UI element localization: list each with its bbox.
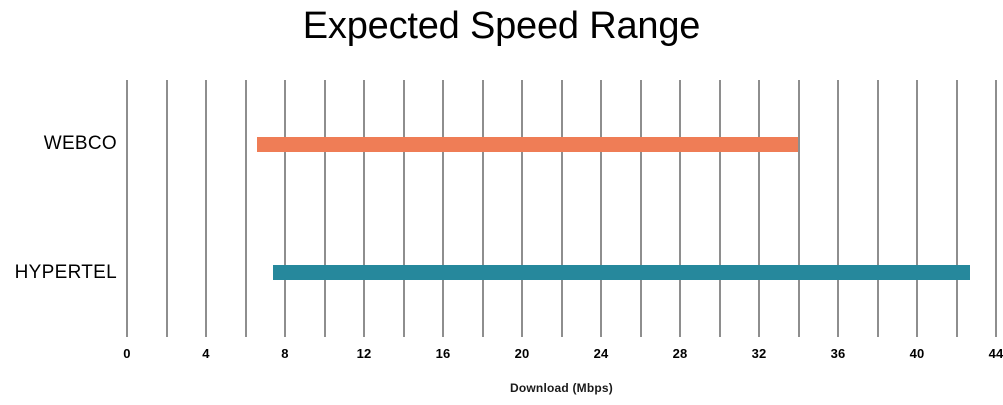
gridline (797, 80, 800, 337)
gridline (995, 80, 997, 337)
plot-area (126, 80, 997, 337)
x-tick-label: 24 (593, 346, 609, 361)
gridline (560, 80, 563, 337)
x-tick-label: 16 (435, 346, 451, 361)
category-label: HYPERTEL (14, 261, 117, 283)
x-axis-title: Download (Mbps) (510, 381, 613, 395)
range-bar (257, 136, 799, 152)
category-axis-labels: WEBCO HYPERTEL (0, 0, 117, 405)
category-label: WEBCO (43, 133, 117, 155)
x-tick-label: 28 (672, 346, 688, 361)
x-tick-label: 36 (830, 346, 846, 361)
gridline (402, 80, 405, 337)
x-tick-label: 44 (988, 346, 1003, 361)
gridline (600, 80, 602, 337)
x-tick-label: 0 (123, 346, 131, 361)
gridline (521, 80, 523, 337)
gridline (916, 80, 918, 337)
gridline (244, 80, 247, 337)
gridline (481, 80, 484, 337)
x-tick-label: 20 (514, 346, 530, 361)
gridline (679, 80, 681, 337)
x-tick-label: 4 (202, 346, 210, 361)
x-tick-label: 40 (909, 346, 925, 361)
x-tick-label: 8 (281, 346, 289, 361)
gridline (284, 80, 286, 337)
gridline (758, 80, 760, 337)
range-bar (273, 265, 971, 281)
gridline (442, 80, 444, 337)
gridline (323, 80, 326, 337)
gridline (718, 80, 721, 337)
gridline (955, 80, 958, 337)
gridline (837, 80, 839, 337)
gridline (126, 80, 128, 337)
gridline (876, 80, 879, 337)
chart-title: Expected Speed Range (302, 5, 701, 47)
x-tick-label: 12 (356, 346, 372, 361)
gridline (205, 80, 207, 337)
gridline (639, 80, 642, 337)
x-tick-label: 32 (751, 346, 767, 361)
gridline (165, 80, 168, 337)
gridline (363, 80, 365, 337)
